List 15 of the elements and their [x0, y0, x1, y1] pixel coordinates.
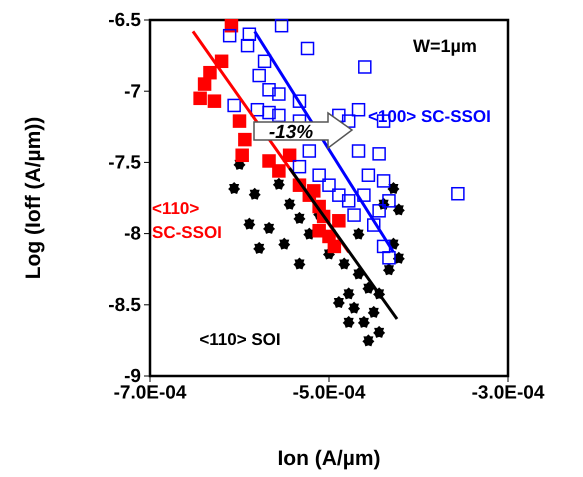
y-tick-label: -7.5 — [108, 152, 142, 174]
x-tick-label: -5.0E-04 — [292, 382, 366, 404]
text: <110> SC-SSOI — [152, 199, 222, 242]
text: <110> SOI — [199, 330, 281, 349]
annotation: -13% — [268, 122, 314, 143]
x-tick-label: -7.0E-04 — [114, 382, 187, 404]
y-tick-label: -6.5 — [108, 10, 142, 32]
series-label: <100> SC-SSOI — [368, 107, 491, 126]
y-tick-label: -7 — [124, 81, 141, 102]
y-axis-title: Log (Ioff (A/µm)) — [22, 116, 45, 280]
annotation: W=1µm — [413, 36, 477, 56]
y-tick-label: -8.5 — [108, 294, 142, 316]
x-axis-title: Ion (A/µm) — [277, 447, 381, 470]
x-tick-label: -3.0E-04 — [472, 382, 545, 404]
y-tick-label: -8 — [124, 224, 141, 245]
